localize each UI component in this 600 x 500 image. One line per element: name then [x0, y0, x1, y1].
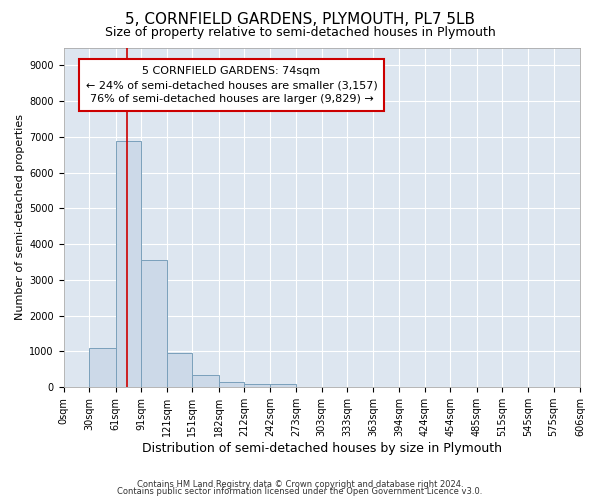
Bar — [192, 376, 218, 387]
Bar — [167, 354, 192, 387]
Bar — [141, 260, 167, 387]
X-axis label: Distribution of semi-detached houses by size in Plymouth: Distribution of semi-detached houses by … — [142, 442, 502, 455]
Text: Size of property relative to semi-detached houses in Plymouth: Size of property relative to semi-detach… — [104, 26, 496, 39]
Text: Contains public sector information licensed under the Open Government Licence v3: Contains public sector information licen… — [118, 488, 482, 496]
Text: Contains HM Land Registry data © Crown copyright and database right 2024.: Contains HM Land Registry data © Crown c… — [137, 480, 463, 489]
Bar — [89, 348, 116, 387]
Text: 5, CORNFIELD GARDENS, PLYMOUTH, PL7 5LB: 5, CORNFIELD GARDENS, PLYMOUTH, PL7 5LB — [125, 12, 475, 28]
Text: 5 CORNFIELD GARDENS: 74sqm
← 24% of semi-detached houses are smaller (3,157)
76%: 5 CORNFIELD GARDENS: 74sqm ← 24% of semi… — [86, 66, 377, 104]
Bar — [244, 384, 270, 387]
Y-axis label: Number of semi-detached properties: Number of semi-detached properties — [15, 114, 25, 320]
Bar — [116, 141, 141, 387]
Bar — [218, 382, 244, 387]
Bar — [270, 384, 296, 387]
